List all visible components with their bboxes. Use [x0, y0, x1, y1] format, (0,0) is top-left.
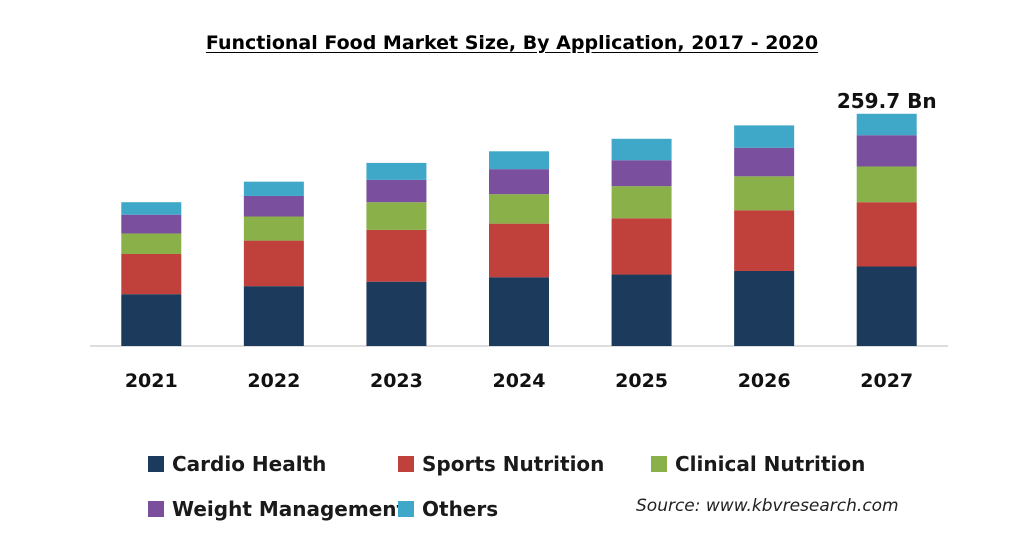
chart-title: Functional Food Market Size, By Applicat…	[205, 32, 819, 54]
x-tick-label-2022: 2022	[247, 370, 300, 392]
bar-2023-weight-management	[366, 179, 427, 203]
bar-2026-others	[734, 125, 795, 148]
bar-2026-sports-nutrition	[734, 210, 795, 271]
bar-2027-others	[856, 113, 917, 136]
legend-swatch-sports-nutrition	[398, 456, 414, 472]
legend-item-sports-nutrition: Sports Nutrition	[398, 452, 604, 476]
total-label-2027: 259.7 Bn	[837, 89, 937, 113]
bar-2023-sports-nutrition	[366, 229, 427, 282]
x-tick-label-2024: 2024	[493, 370, 546, 392]
x-tick-label-2026: 2026	[738, 370, 791, 392]
bar-2022-sports-nutrition	[243, 240, 304, 287]
bar-2022-cardio-health	[243, 286, 304, 346]
legend-label-clinical-nutrition: Clinical Nutrition	[675, 452, 866, 476]
legend-label-weight-management: Weight Management	[172, 497, 407, 521]
bar-2025-others	[611, 138, 672, 161]
bar-2025-cardio-health	[611, 274, 672, 346]
bar-2024-clinical-nutrition	[489, 194, 549, 224]
bar-2025-clinical-nutrition	[611, 186, 672, 219]
legend-swatch-clinical-nutrition	[651, 456, 667, 472]
legend-label-others: Others	[422, 497, 499, 521]
legend-label-cardio-health: Cardio Health	[172, 452, 327, 476]
bar-2023-cardio-health	[366, 281, 427, 346]
bar-2023-clinical-nutrition	[366, 202, 427, 230]
bar-2022-clinical-nutrition	[243, 216, 304, 241]
bar-2027-sports-nutrition	[856, 202, 917, 267]
bar-2026-cardio-health	[734, 270, 795, 346]
bar-2026-clinical-nutrition	[734, 176, 795, 211]
x-tick-label-2025: 2025	[615, 370, 668, 392]
bar-2021-clinical-nutrition	[121, 233, 182, 255]
bar-2023-others	[366, 162, 427, 180]
bar-2024-sports-nutrition	[489, 223, 549, 278]
bar-2021-weight-management	[121, 214, 182, 234]
legend-item-cardio-health: Cardio Health	[148, 452, 326, 476]
legend-label-sports-nutrition: Sports Nutrition	[422, 452, 605, 476]
bar-2027-clinical-nutrition	[856, 166, 917, 203]
legend-swatch-cardio-health	[148, 456, 164, 472]
legend-item-others: Others	[398, 497, 498, 521]
bar-2021-sports-nutrition	[121, 254, 182, 295]
bar-2024-cardio-health	[489, 277, 549, 346]
x-tick-label-2021: 2021	[125, 370, 178, 392]
legend-item-clinical-nutrition: Clinical Nutrition	[651, 452, 865, 476]
x-tick-label-2027: 2027	[860, 370, 913, 392]
bar-2027-cardio-health	[856, 266, 917, 346]
legend-item-weight-management: Weight Management	[148, 497, 406, 521]
bar-2024-others	[489, 151, 549, 170]
chart-plot-area: 2021 2022 2023 2024 2025 2026 2027 259.7 Bn	[90, 89, 948, 392]
bar-2024-weight-management	[489, 169, 549, 195]
legend-swatch-weight-management	[148, 501, 164, 517]
x-tick-label-2023: 2023	[370, 370, 423, 392]
bar-2025-weight-management	[611, 160, 672, 187]
bar-2021-others	[121, 202, 182, 215]
legend-swatch-others	[398, 501, 414, 517]
bar-2027-weight-management	[856, 135, 917, 167]
bar-2022-weight-management	[243, 195, 304, 217]
bar-2022-others	[243, 181, 304, 196]
bar-2025-sports-nutrition	[611, 218, 672, 275]
bar-2021-cardio-health	[121, 294, 182, 346]
source-note: Source: www.kbvresearch.com	[636, 496, 899, 516]
bar-2026-weight-management	[734, 147, 795, 177]
